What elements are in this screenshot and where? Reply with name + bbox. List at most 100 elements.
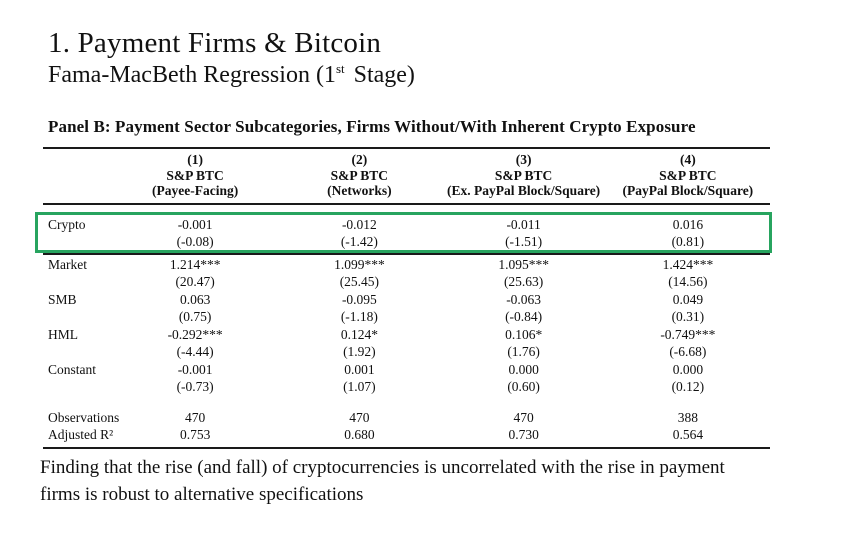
column-number: (1) [187, 152, 203, 167]
coefficient-cell: 1.424*** [662, 256, 714, 272]
row-label-empty [43, 378, 113, 396]
column-subtitle: (Networks) [327, 183, 392, 198]
stat-value-cell: 470 [513, 409, 534, 425]
column-number: (4) [680, 152, 696, 167]
stat-row: Observations 470 470 470 388 [43, 409, 770, 427]
row-label: Crypto [48, 216, 86, 232]
subtitle-superscript: st [335, 61, 345, 76]
stat-value-cell: 0.730 [508, 427, 539, 442]
row-label: SMB [48, 291, 77, 307]
coef-row-group-crypto: Crypto -0.001 -0.012 -0.011 0.016 (-0.08) (-1.… [35, 211, 772, 253]
coefficient-cell: -0.011 [506, 216, 541, 232]
tstat-cell: (0.60) [507, 379, 540, 394]
column-index-name: S&P BTC [330, 167, 389, 183]
table-header-col-1: (1) S&P BTC (Payee-Facing) [113, 152, 277, 199]
stat-value-cell: 0.564 [672, 427, 704, 442]
slide-title: 1. Payment Firms & Bitcoin [48, 27, 382, 59]
coefficient-row: SMB 0.063 -0.095 -0.063 0.049 [43, 291, 770, 309]
tstat-cell: (25.63) [503, 274, 544, 289]
tstat-cell: (-1.42) [340, 234, 378, 249]
coefficient-cell: 0.000 [672, 361, 704, 377]
tstat-cell: (20.47) [175, 274, 215, 289]
coef-row-group-market: Market 1.214*** 1.099*** 1.095*** 1.424*** (2… [43, 256, 770, 291]
stat-row: Adjusted R² 0.753 0.680 0.730 0.564 [43, 426, 770, 444]
coefficient-cell: 0.016 [672, 216, 704, 232]
coefficient-cell: -0.012 [341, 216, 377, 232]
coefficient-cell: 0.124* [340, 326, 378, 342]
tstat-cell: (0.12) [671, 379, 705, 394]
coefficient-cell: -0.095 [341, 291, 377, 307]
row-label-empty [43, 343, 113, 361]
regression-table: (1) S&P BTC (Payee-Facing) (2) S&P BTC (… [35, 147, 772, 449]
tstat-cell: (0.75) [178, 309, 212, 324]
tstat-row: (20.47) (25.45) (25.63) (14.56) [43, 273, 770, 291]
stats-section: Observations 470 470 470 388 Adjusted R² 0.753… [43, 409, 770, 449]
column-index-name: S&P BTC [659, 167, 717, 183]
tstat-row: (-4.44) (1.92) (1.76) (-6.68) [43, 343, 770, 361]
column-index-name: S&P BTC [494, 167, 553, 183]
column-number: (2) [351, 152, 368, 167]
row-label: Market [48, 256, 87, 272]
finding-text: Finding that the rise (and fall) of cryp… [40, 457, 725, 505]
tstat-cell: (25.45) [339, 274, 380, 289]
tstat-cell: (1.07) [343, 379, 376, 394]
slide-subtitle: Fama-MacBeth Regression (1st Stage) [48, 61, 415, 89]
coefficient-cell: -0.749*** [660, 326, 716, 342]
tstat-cell: (-0.08) [176, 234, 214, 249]
panel-title: Panel B: Payment Sector Subcategories, F… [48, 117, 696, 136]
coefficient-cell: 0.049 [672, 291, 704, 307]
tstat-cell: (-1.18) [340, 309, 378, 324]
column-subtitle: (PayPal Block/Square) [622, 183, 754, 198]
coefficient-cell: -0.001 [177, 361, 213, 377]
coef-row-group-constant: Constant -0.001 0.001 0.000 0.000 (-0.73) (1.0… [43, 361, 770, 396]
stat-value-cell: 0.680 [344, 427, 375, 442]
tstat-cell: (-0.73) [176, 379, 214, 394]
coefficient-cell: -0.063 [506, 291, 542, 307]
coefficient-row: Crypto -0.001 -0.012 -0.011 0.016 [43, 216, 770, 234]
tstat-cell: (-6.68) [669, 344, 707, 359]
coefficient-row: Market 1.214*** 1.099*** 1.095*** 1.424*** [43, 256, 770, 274]
row-label-empty [43, 308, 113, 326]
column-subtitle: (Ex. PayPal Block/Square) [447, 183, 601, 198]
tstat-cell: (0.31) [671, 309, 705, 324]
stat-value-cell: 470 [349, 409, 370, 425]
column-index-name: S&P BTC [166, 167, 224, 183]
table-header-empty-cell [43, 152, 113, 199]
subtitle-text-pre: Fama-MacBeth Regression (1 [48, 62, 336, 88]
tstat-cell: (-4.44) [176, 344, 214, 359]
coefficient-cell: -0.292*** [167, 326, 223, 342]
table-header-col-2: (2) S&P BTC (Networks) [277, 152, 441, 199]
coefficient-cell: -0.001 [177, 216, 213, 232]
subtitle-text-post: Stage) [347, 62, 415, 88]
stat-value-cell: 470 [185, 409, 206, 425]
coefficient-cell: 0.063 [179, 291, 211, 307]
tstat-cell: (1.92) [343, 344, 376, 359]
tstat-cell: (14.56) [668, 274, 708, 289]
stat-value-cell: 0.753 [179, 427, 211, 442]
tstat-cell: (1.76) [507, 344, 540, 359]
rule-after-crypto [43, 252, 770, 255]
table-body: Crypto -0.001 -0.012 -0.011 0.016 (-0.08) (-1.… [35, 205, 772, 449]
coefficient-cell: 1.099*** [334, 256, 385, 272]
table-header-row: (1) S&P BTC (Payee-Facing) (2) S&P BTC (… [43, 147, 770, 205]
tstat-row: (-0.08) (-1.42) (-1.51) (0.81) [43, 233, 770, 251]
coef-row-group-smb: SMB 0.063 -0.095 -0.063 0.049 (0.75) (-1.18) (-… [43, 291, 770, 326]
coefficient-row: HML -0.292*** 0.124* 0.106* -0.749*** [43, 326, 770, 344]
coefficient-cell: 1.214*** [169, 256, 221, 272]
stat-value-cell: 388 [677, 409, 698, 425]
table-header-col-3: (3) S&P BTC (Ex. PayPal Block/Square) [442, 152, 606, 199]
row-label-empty [43, 233, 113, 251]
column-number: (3) [515, 152, 532, 167]
coefficient-cell: 0.106* [505, 326, 543, 342]
coefficient-cell: 1.095*** [498, 256, 549, 272]
stat-label: Observations [48, 409, 120, 425]
tstat-cell: (-0.84) [505, 309, 543, 324]
coefficient-cell: 0.000 [508, 361, 539, 377]
row-label: HML [48, 326, 78, 342]
table-header-col-4: (4) S&P BTC (PayPal Block/Square) [606, 152, 770, 199]
coefficient-row: Constant -0.001 0.001 0.000 0.000 [43, 361, 770, 379]
tstat-cell: (0.81) [671, 234, 705, 249]
tstat-row: (-0.73) (1.07) (0.60) (0.12) [43, 378, 770, 396]
tstat-cell: (-1.51) [505, 234, 543, 249]
column-subtitle: (Payee-Facing) [152, 183, 239, 198]
